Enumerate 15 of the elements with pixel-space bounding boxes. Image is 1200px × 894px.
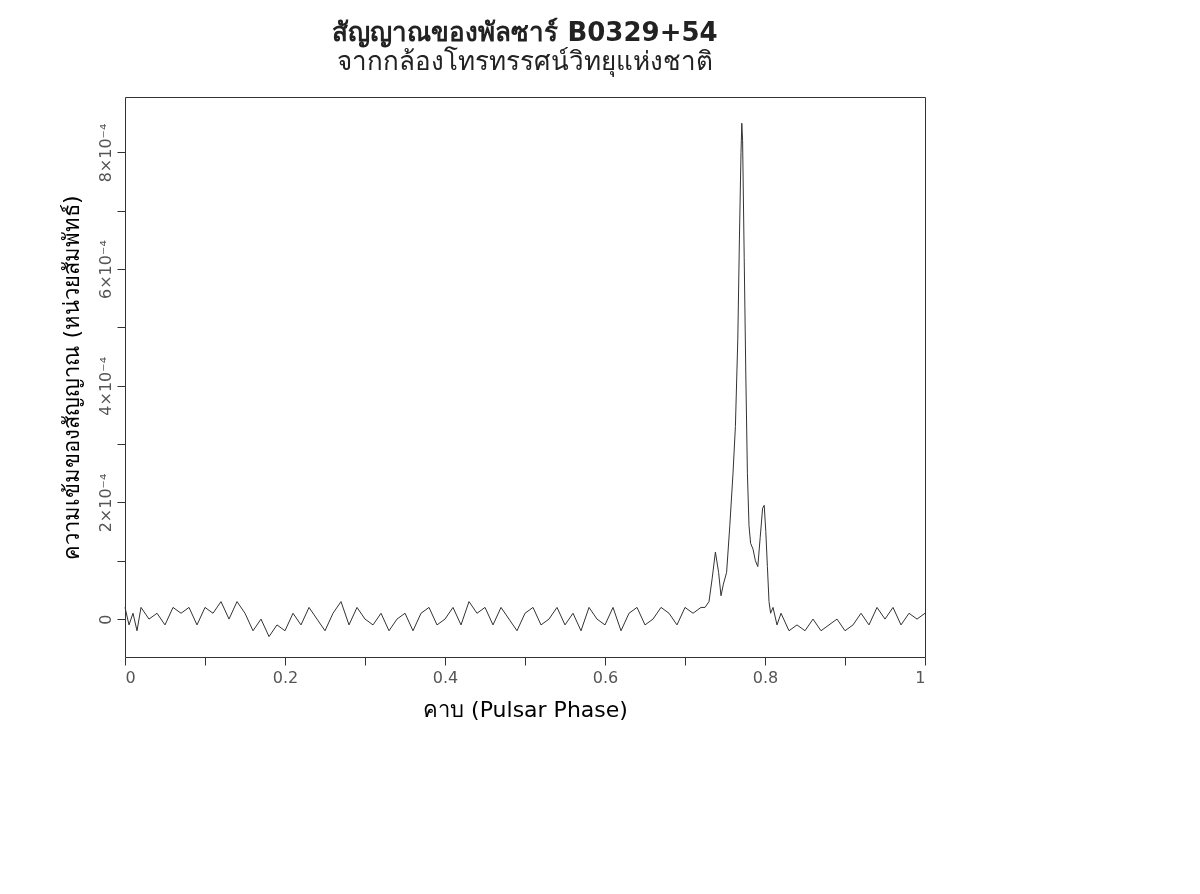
y-tick-label: 2×10⁻⁴ — [95, 473, 115, 533]
x-tick-label: 0.8 — [752, 667, 779, 687]
y-axis-title: ความเข้มของสัญญาณ (หน่วยสัมพัทธ์) — [58, 195, 84, 560]
x-tick-label: 0.4 — [432, 667, 459, 687]
chart-title: สัญญาณของพัลซาร์ B0329+54 — [332, 17, 718, 48]
x-tick-label: 1 — [915, 667, 926, 687]
x-axis-title: คาบ (Pulsar Phase) — [423, 696, 628, 722]
y-tick-label: 4×10⁻⁴ — [95, 356, 115, 416]
x-tick-label: 0 — [125, 667, 136, 687]
y-tick-label: 8×10⁻⁴ — [95, 123, 115, 183]
x-tick-label: 0.6 — [592, 667, 619, 687]
x-tick-label: 0.2 — [272, 667, 299, 687]
chart-subtitle: จากกล้องโทรทรรศน์วิทยุแห่งชาติ — [337, 46, 713, 77]
y-tick-label: 6×10⁻⁴ — [95, 240, 115, 299]
y-tick-label: 0 — [95, 614, 115, 625]
